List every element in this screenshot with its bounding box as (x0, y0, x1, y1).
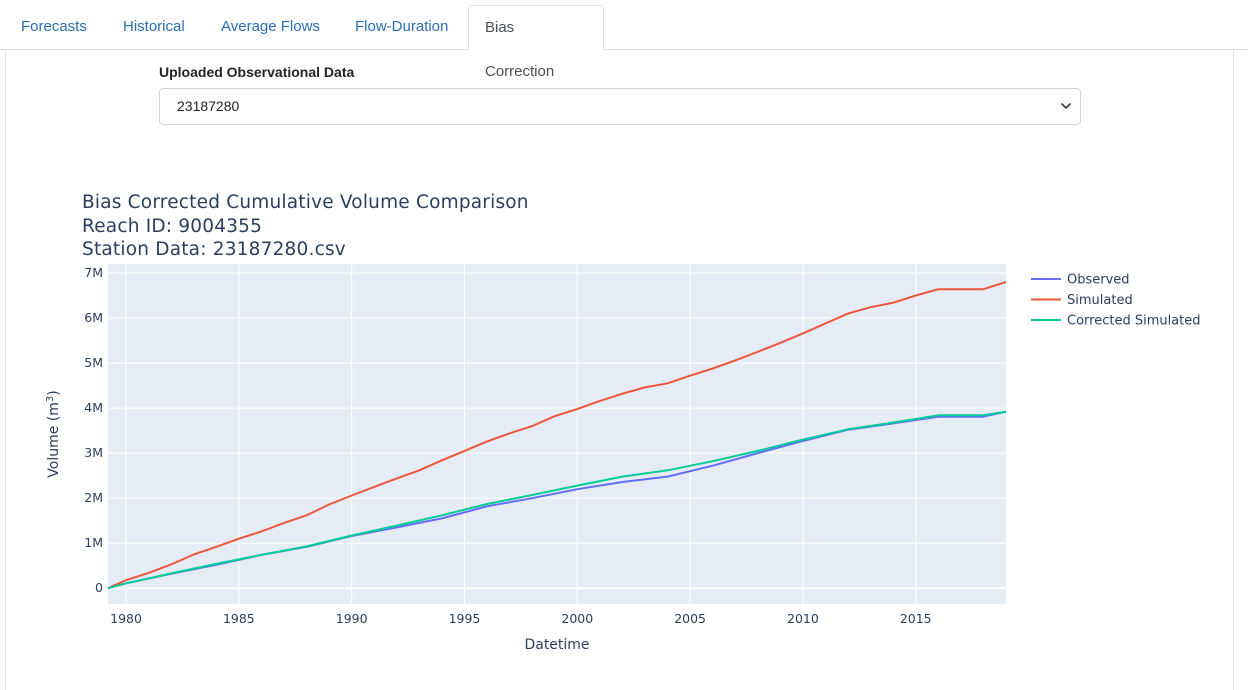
tab-forecasts[interactable]: Forecasts (21, 18, 87, 35)
y-tick-label: 6M (84, 310, 103, 325)
tab-content-panel (5, 50, 1234, 690)
tab-bias-correction[interactable]: Bias Correction (468, 5, 604, 80)
y-axis-title: Volume (m3) (45, 390, 62, 477)
select-value: 23187280 (177, 98, 240, 114)
legend-label: Simulated (1067, 293, 1133, 308)
tab-flow-duration[interactable]: Flow-Duration (355, 18, 449, 35)
x-tick-label: 1985 (223, 611, 255, 626)
x-tick-label: 1995 (449, 611, 481, 626)
tab-average-flows[interactable]: Average Flows (221, 18, 320, 35)
chart-subtitle-station: Station Data: 23187280.csv (82, 239, 346, 260)
plot-area (108, 264, 1006, 604)
y-tick-label: 1M (84, 535, 103, 550)
x-tick-label: 1980 (110, 611, 142, 626)
tab-bar-divider (0, 49, 1248, 50)
cumulative-volume-chart: 1980 1985 1990 1995 2000 2005 2010 2015 0 1M 2M 3M 4… (45, 264, 1201, 653)
chart-subtitle-reach: Reach ID: 9004355 (82, 216, 263, 237)
observational-data-select[interactable]: 23187280 (159, 88, 1081, 125)
y-tick-label: 0 (95, 580, 103, 595)
series-line-corrected-simulated (107, 410, 1007, 590)
tab-bar: Forecasts Historical Average Flows Flow-… (0, 0, 1248, 80)
tab-historical[interactable]: Historical (123, 18, 185, 35)
series-line-simulated (107, 281, 1007, 590)
x-tick-label: 1990 (336, 611, 368, 626)
legend-label: Observed (1067, 273, 1130, 288)
x-tick-label: 2005 (674, 611, 706, 626)
observational-data-label: Uploaded Observational Data (159, 64, 355, 80)
x-tick-label: 2000 (561, 611, 593, 626)
y-tick-label: 2M (84, 490, 103, 505)
legend-label: Corrected Simulated (1067, 314, 1201, 329)
y-tick-label: 4M (84, 400, 103, 415)
chevron-down-icon (1061, 103, 1071, 109)
y-tick-label: 7M (84, 265, 103, 280)
x-tick-label: 2010 (787, 611, 819, 626)
y-tick-label: 3M (84, 445, 103, 460)
x-tick-label: 2015 (900, 611, 932, 626)
chart-title: Bias Corrected Cumulative Volume Compari… (82, 192, 529, 213)
x-axis-title: Datetime (524, 637, 589, 653)
y-tick-label: 5M (84, 355, 103, 370)
